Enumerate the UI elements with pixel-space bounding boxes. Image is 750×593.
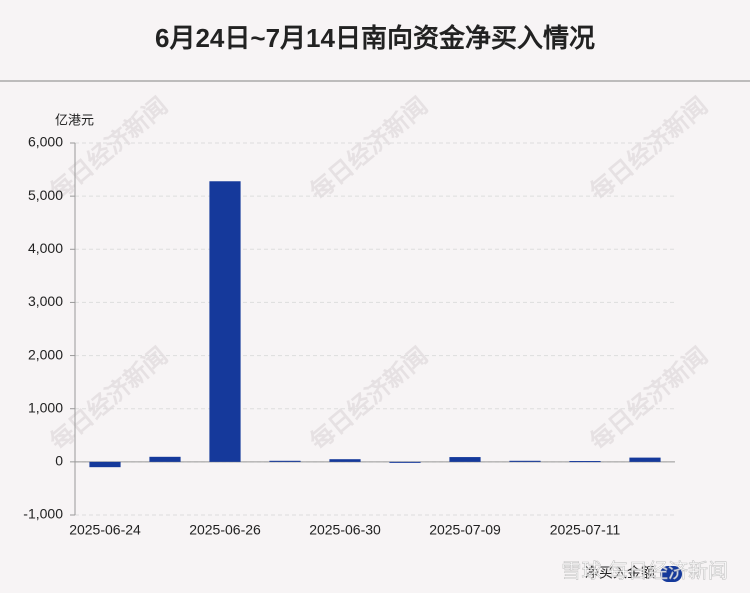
y-tick-label: 2,000	[28, 346, 63, 362]
legend-label: 净买入金额	[585, 565, 655, 581]
y-tick-label: 4,000	[28, 240, 63, 256]
bar	[629, 457, 661, 462]
y-tick-label: 0	[55, 453, 63, 469]
bar	[89, 461, 121, 468]
y-axis-label: 亿港元	[55, 112, 94, 127]
footer-watermark: 雪球·每日经济新闻	[561, 559, 728, 582]
y-tick-label: 5,000	[28, 187, 63, 203]
bar	[509, 460, 541, 462]
x-tick-label: 2025-07-09	[429, 522, 501, 538]
y-tick-label: 3,000	[28, 293, 63, 309]
chart-title: 6月24日~7月14日南向资金净买入情况	[155, 23, 595, 53]
x-tick-label: 2025-06-30	[309, 522, 381, 538]
x-tick-label: 2025-07-11	[550, 522, 621, 538]
bar	[149, 456, 181, 462]
bar	[269, 460, 301, 462]
bar	[329, 459, 361, 462]
bar	[389, 461, 421, 463]
x-tick-label: 2025-06-26	[189, 522, 261, 538]
legend-swatch	[660, 566, 682, 582]
x-tick-label: 2025-06-24	[69, 522, 141, 538]
y-tick-label: 1,000	[28, 399, 63, 415]
bar	[569, 461, 601, 463]
y-tick-label: 6,000	[28, 134, 63, 150]
y-tick-label: -1,000	[23, 506, 63, 522]
bar	[449, 457, 481, 462]
bar	[209, 181, 241, 462]
